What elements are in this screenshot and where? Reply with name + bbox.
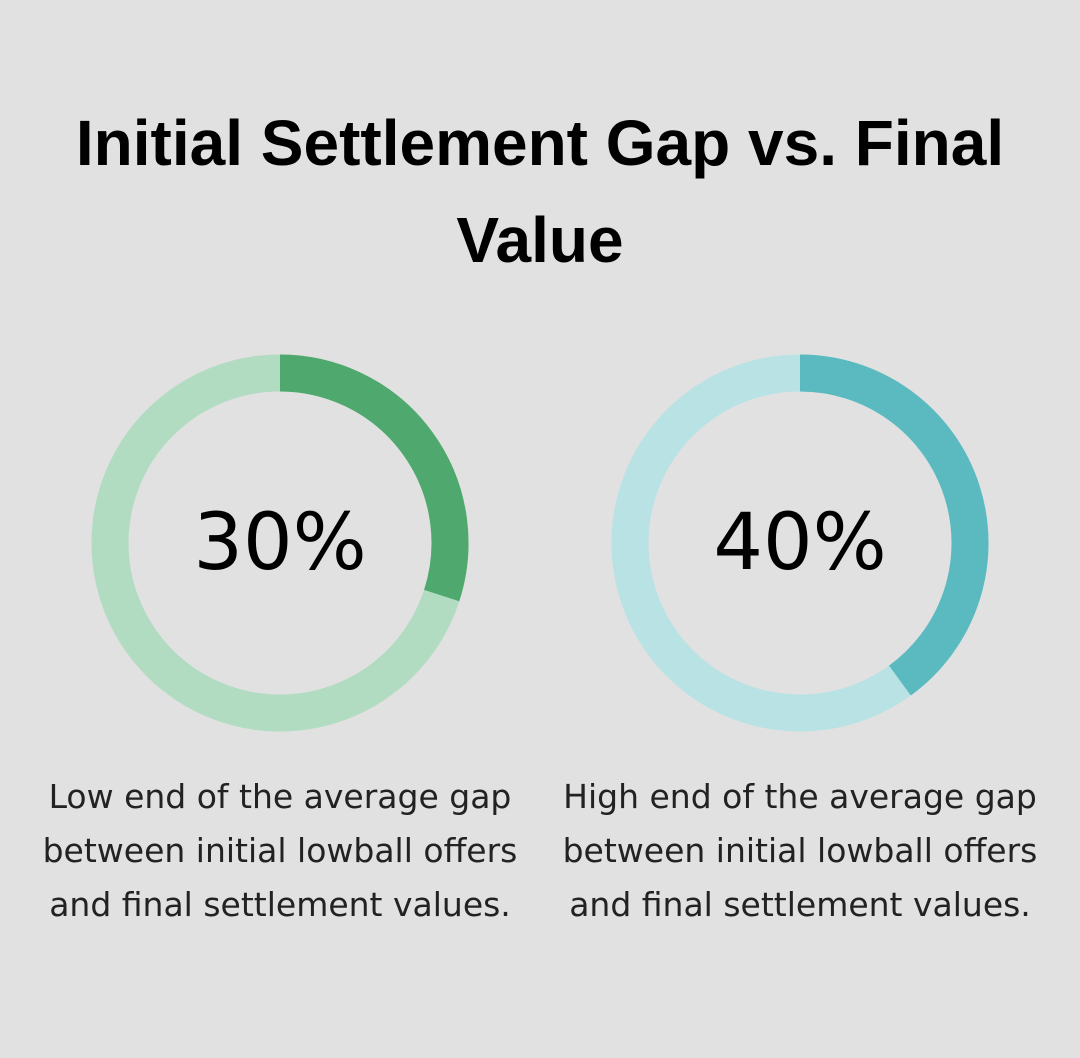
value-label: 40% [713,498,886,588]
donut-arc [279,354,469,602]
caption: Low end of the average gap between initi… [42,777,518,924]
value-label: 30% [193,498,366,588]
title: Initial Settlement Gap vs. Final Value [75,107,1005,276]
donut-arc [799,354,989,696]
caption: High end of the average gap between init… [562,777,1038,924]
